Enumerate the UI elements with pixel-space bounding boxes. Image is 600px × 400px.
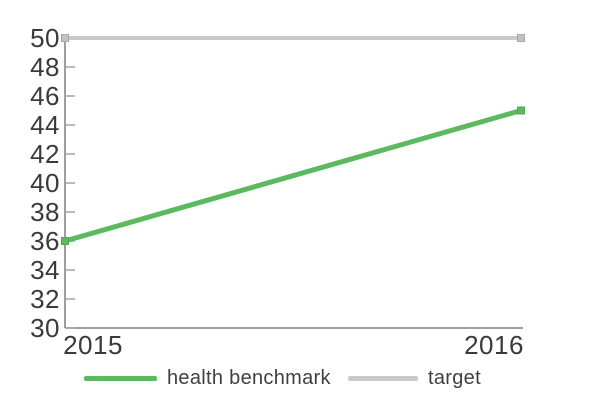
y-tick-label: 44 (30, 110, 60, 140)
legend-item-target: target (348, 367, 481, 389)
y-tick-label: 42 (30, 139, 60, 169)
y-tick-label: 32 (30, 284, 60, 314)
y-tick-label: 40 (30, 168, 60, 198)
y-tick-label: 34 (30, 255, 60, 285)
x-tick-label-2015: 2015 (63, 330, 123, 360)
y-tick-label: 38 (30, 197, 60, 227)
legend-item-health-benchmark: health benchmark (84, 367, 331, 389)
target-marker-2016 (517, 34, 525, 42)
health-benchmark-marker-2015 (61, 237, 69, 245)
y-tick-label: 46 (30, 81, 60, 111)
y-tick-label: 48 (30, 52, 60, 82)
target-line-swatch (348, 375, 418, 381)
y-tick-label: 30 (30, 313, 60, 343)
target-marker-2015 (61, 34, 69, 42)
x-tick-label-2016: 2016 (464, 330, 524, 360)
y-tick-label: 36 (30, 226, 60, 256)
legend-label-health-benchmark: health benchmark (167, 366, 331, 389)
health-benchmark-marker-2016 (517, 106, 525, 115)
health-benchmark-line (64, 108, 522, 244)
y-tick-label: 50 (30, 23, 60, 53)
legend-label-target: target (428, 366, 481, 389)
health-benchmark-line-swatch (84, 375, 157, 381)
